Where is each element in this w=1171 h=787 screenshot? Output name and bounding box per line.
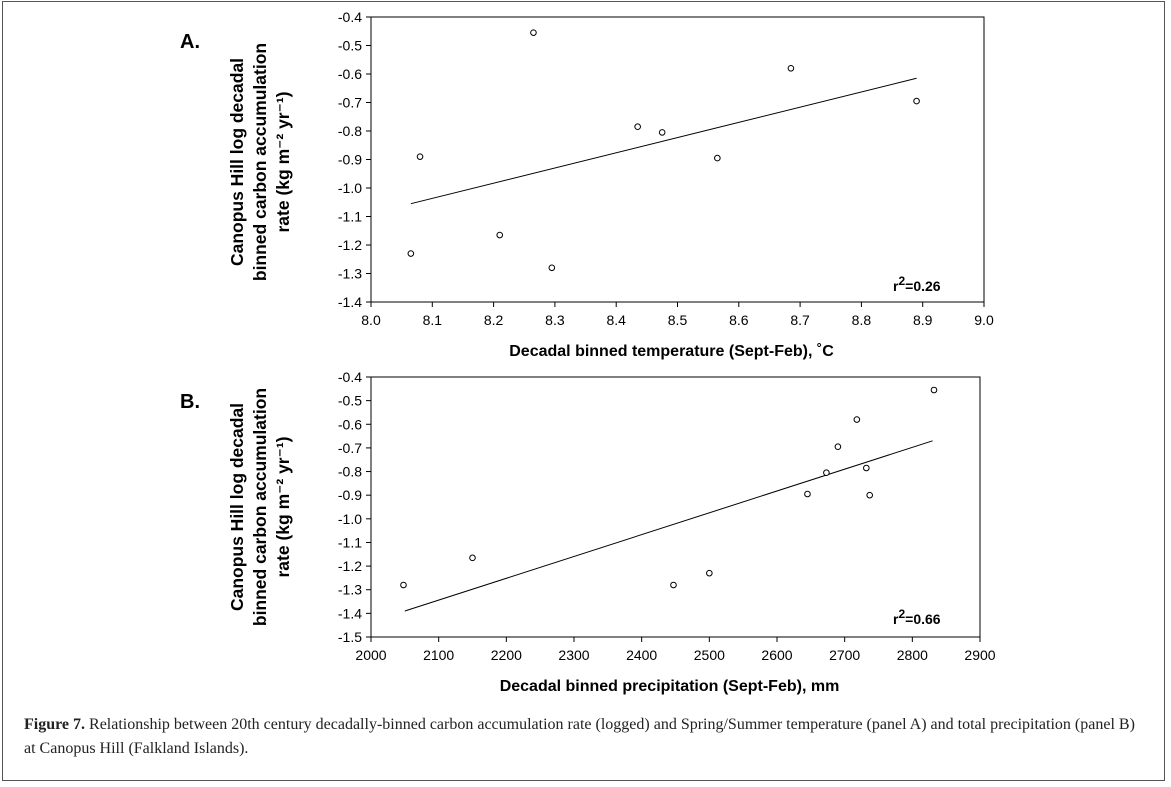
panel-a-x-axis-title: Decadal binned temperature (Sept-Feb), ˚… xyxy=(509,343,834,360)
panel-b-data-point xyxy=(804,490,811,498)
panel-b-data-point xyxy=(706,569,713,577)
panel-b-x-tick-label: 2200 xyxy=(491,647,522,663)
panel-a-x-tick-label: 8.7 xyxy=(790,312,810,328)
panel-b-data-point xyxy=(469,554,476,562)
panel-b-data-point xyxy=(834,443,842,451)
panel-b-y-tick-label: -0.8 xyxy=(338,464,362,480)
panel-b-y-tick-label: -1.2 xyxy=(338,558,362,574)
panel-b-data-point xyxy=(400,581,407,589)
panel-b-data-point xyxy=(866,491,874,499)
figure-caption: Figure 7. Relationship between 20th cent… xyxy=(24,713,1144,761)
panel-b-y-tick-label: -0.7 xyxy=(338,440,362,456)
panel-b-x-tick-label: 2800 xyxy=(897,647,928,663)
panel-a-x-tick-label: 8.2 xyxy=(484,312,504,328)
panel-b-y-tick-label: -0.4 xyxy=(338,369,362,385)
panel-b-x-tick-label: 2900 xyxy=(964,647,995,663)
panel-b-data-point xyxy=(930,386,938,394)
panel-b-y-tick-label: -1.4 xyxy=(338,605,362,621)
panel-a-y-tick-label: -1.2 xyxy=(338,237,362,253)
panel-a-y-tick-label: -0.4 xyxy=(338,9,362,25)
panel-a-y-axis-title-line: rate (kg m⁻² yr⁻¹) xyxy=(273,92,293,233)
panel-a-data-point xyxy=(714,154,721,162)
panel-b-y-axis-title-line: rate (kg m⁻² yr⁻¹) xyxy=(273,437,293,578)
panel-a-data-point xyxy=(548,264,556,272)
panel-b-y-axis-title-line: Canopus Hill log decadal xyxy=(227,403,247,611)
panel-b-y-tick-label: -1.5 xyxy=(338,629,362,645)
panel-a-x-tick-label: 8.9 xyxy=(913,312,933,328)
panel-a-y-tick-label: -0.7 xyxy=(338,95,362,111)
panel-a-y-tick-label: -1.3 xyxy=(338,266,362,282)
panel-a-x-tick-label: 8.0 xyxy=(361,312,381,328)
panel-a-plot-frame xyxy=(370,16,985,303)
panel-a-x-tick-label: 8.1 xyxy=(423,312,443,328)
panel-a-y-tick-label: -1.0 xyxy=(338,180,362,196)
panel-b-y-tick-label: -0.5 xyxy=(338,393,362,409)
panel-a-data-point xyxy=(496,231,504,239)
panel-b-r-squared: r2=0.66 xyxy=(893,607,941,627)
panel-b-y-tick-label: -1.1 xyxy=(338,534,362,550)
panel-a-x-tick-label: 8.3 xyxy=(545,312,565,328)
panel-a-regression-line xyxy=(410,77,917,205)
panel-b-x-axis-title: Decadal binned precipitation (Sept-Feb),… xyxy=(500,678,840,695)
figure-charts: -0.4 -0.5 -0.6 -0.7 -0.8 -0.9 -1.0 -1.1 -1.2 -1.3… xyxy=(180,9,996,695)
panel-a-y-tick-label: -0.5 xyxy=(338,38,362,54)
panel-a-y-axis-title-line: Canopus Hill log decadal xyxy=(227,58,247,266)
panel-b-data-point xyxy=(853,416,861,423)
panel-a-x-tick-label: 9.0 xyxy=(974,312,994,328)
panel-b-label: B. xyxy=(180,391,200,413)
panel-b-x-tick-label: 2500 xyxy=(694,647,725,663)
panel-b-regression-line xyxy=(404,440,933,612)
panel-a-data-point xyxy=(530,29,537,36)
panel-a-data-point xyxy=(787,65,795,72)
figure-caption-label: Figure 7. xyxy=(24,716,86,733)
figure-caption-text: Relationship between 20th century decada… xyxy=(24,716,1135,757)
panel-b-x-tick-label: 2100 xyxy=(423,647,454,663)
panel-a-data-point xyxy=(416,153,424,160)
panel-b-y-tick-label: -0.9 xyxy=(338,487,362,503)
panel-a-data-point xyxy=(658,129,666,136)
panel-b-x-tick-label: 2000 xyxy=(355,647,386,663)
panel-a-x-tick-label: 8.6 xyxy=(729,312,749,328)
panel-b-plot-frame xyxy=(370,376,981,638)
panel-a-y-tick-label: -0.8 xyxy=(338,123,362,139)
panel-a-r-squared: r2=0.26 xyxy=(893,274,941,294)
panel-b-data-point xyxy=(863,464,870,472)
panel-b-data-point xyxy=(670,581,677,589)
panel-a-y-tick-label: -1.1 xyxy=(338,209,362,225)
panel-a-x-tick-label: 8.4 xyxy=(606,312,626,328)
panel-b-y-tick-label: -1.3 xyxy=(338,582,362,598)
panel-a-x-tick-label: 8.5 xyxy=(668,312,688,328)
panel-a-data-point xyxy=(913,97,920,105)
panel-a-y-tick-label: -1.4 xyxy=(338,294,362,310)
panel-b-y-tick-label: -0.6 xyxy=(338,416,362,432)
panel-b-x-tick-label: 2600 xyxy=(761,647,792,663)
panel-a-x-tick-label: 8.8 xyxy=(852,312,872,328)
panel-a-data-point xyxy=(634,123,641,131)
panel-a-y-tick-label: -0.9 xyxy=(338,152,362,168)
panel-b-data-point xyxy=(823,469,830,477)
panel-a-y-tick-label: -0.6 xyxy=(338,66,362,82)
panel-a-y-axis-title-line: binned carbon accumulation xyxy=(250,43,270,281)
panel-b-y-axis-title-line: binned carbon accumulation xyxy=(250,388,270,626)
panel-a-label: A. xyxy=(180,31,200,53)
panel-b-x-tick-label: 2300 xyxy=(558,647,589,663)
panel-b-x-tick-label: 2400 xyxy=(626,647,657,663)
panel-b-y-tick-label: -1.0 xyxy=(338,511,362,527)
panel-b-x-tick-label: 2700 xyxy=(829,647,860,663)
panel-a-data-point xyxy=(407,250,415,257)
